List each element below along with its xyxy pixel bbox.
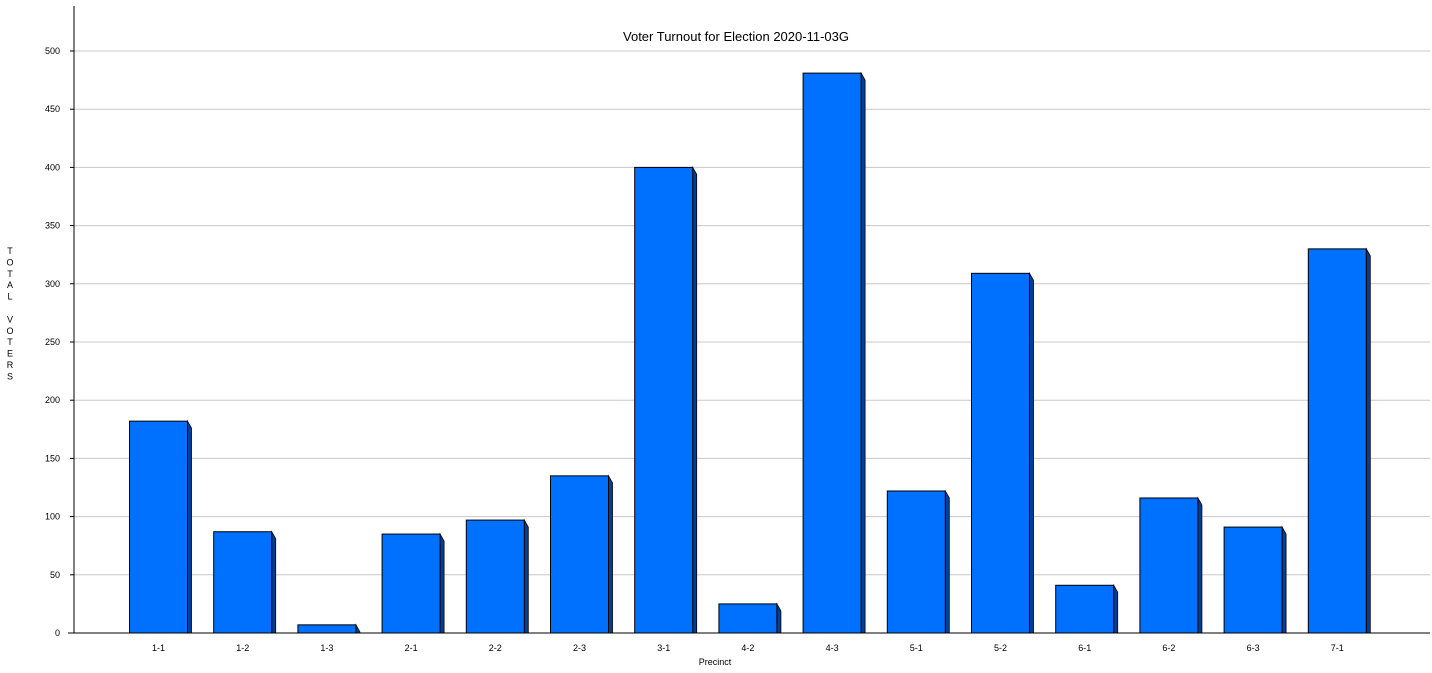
bar-side [1281,525,1287,634]
x-tick-label: 6-1 [1078,643,1091,653]
y-tick-label: 250 [45,337,60,347]
bar-side [1365,247,1371,634]
bar-side [187,419,192,634]
x-tick-label: 5-1 [910,643,923,653]
y-tick-label: 100 [45,512,60,522]
bar-side [271,530,277,634]
bar-side [1197,496,1203,634]
bar [1055,583,1119,634]
gridlines [74,50,1430,576]
bar [381,532,445,634]
bar-front [1307,248,1367,634]
y-tick-label: 450 [45,104,60,114]
bar-front [550,475,609,634]
bar-front [718,603,778,634]
bar-side [944,489,950,634]
x-tick-labels: 1-1 1-2 1-3 2-1 2-2 2-3 3-1 4-2 4-3 5-1 5-2 6-1 6-2 6… [152,643,1344,653]
bar [1223,525,1287,634]
bar [1139,496,1203,634]
x-tick-label: 7-1 [1331,643,1344,653]
bar-front [297,624,357,634]
x-tick-label: 1-3 [320,643,333,653]
bar-front [381,533,441,634]
bar-front [129,420,188,634]
bar [886,489,950,634]
bar-side [355,623,361,634]
bar-side [776,602,782,634]
x-tick-label: 5-2 [994,643,1007,653]
x-tick-label: 4-2 [741,643,754,653]
bar [718,602,782,634]
bar-side [439,532,445,634]
x-axis-title: Precinct [699,657,732,667]
bar [297,623,361,634]
bar-side [608,474,613,634]
y-tick-label: 200 [45,395,60,405]
x-tick-label: 2-1 [405,643,418,653]
axes [68,6,1430,634]
bars [129,71,1371,634]
chart-title: Voter Turnout for Election 2020-11-03G [623,29,849,44]
bar-front [971,272,1030,634]
y-tick-label: 350 [45,221,60,231]
x-tick-label: 4-3 [826,643,839,653]
x-tick-label: 1-1 [152,643,165,653]
bar-front [1055,584,1115,634]
y-tick-label: 400 [45,162,60,172]
y-tick-label: 0 [55,628,60,638]
x-tick-label: 6-2 [1162,643,1175,653]
x-tick-label: 2-3 [573,643,586,653]
y-tick-label: 150 [45,453,60,463]
bar-front [1223,526,1283,634]
y-tick-label: 50 [50,570,60,580]
bar [213,530,277,634]
x-tick-label: 3-1 [657,643,670,653]
y-tick-label: 300 [45,279,60,289]
bar [129,419,192,634]
x-tick-label: 6-3 [1247,643,1260,653]
bar-front [634,166,694,634]
bar-front [886,490,946,634]
x-tick-label: 1-2 [236,643,249,653]
bar [634,165,698,634]
bar [1307,247,1371,634]
bar-side [860,71,866,634]
bar-front [1139,497,1199,634]
x-tick-label: 2-2 [489,643,502,653]
bar [802,71,866,634]
bar-front [465,519,525,634]
y-tick-label: 500 [45,46,60,56]
bar-side [1113,583,1119,634]
bar [971,271,1034,634]
y-tick-labels: 0 50 100 150 200 250 300 350 400 450 500 [45,46,74,638]
bar-front [213,531,273,634]
bar [465,518,529,634]
bar-front [802,72,862,634]
bar-side [692,165,698,634]
bar-side [523,518,529,634]
bar [550,474,613,634]
bar-side [1029,271,1034,634]
